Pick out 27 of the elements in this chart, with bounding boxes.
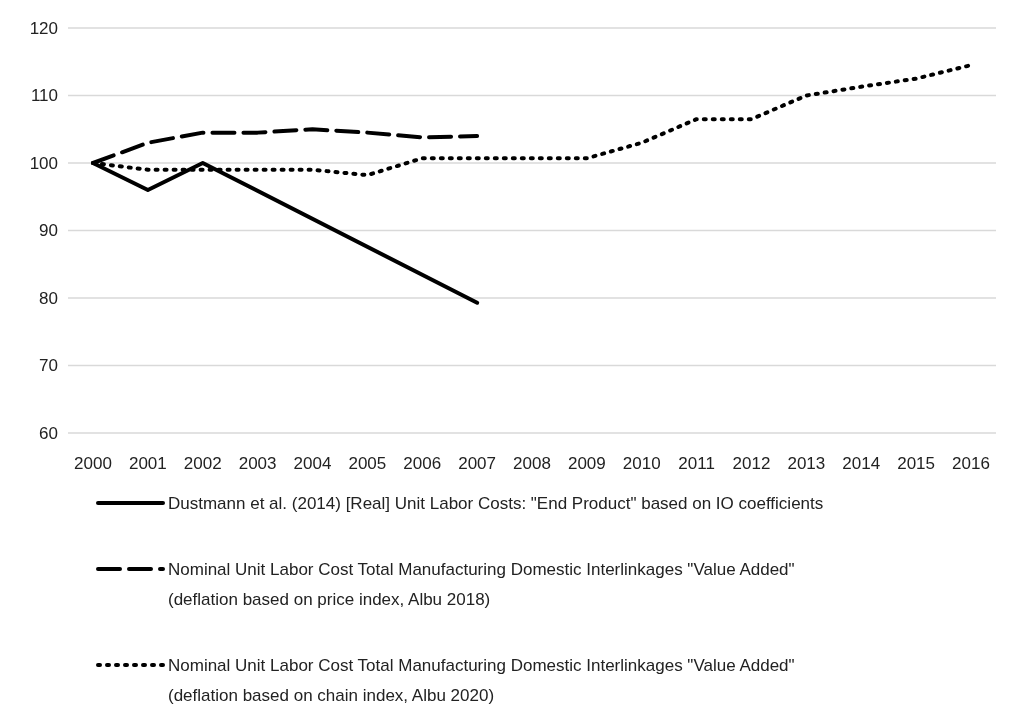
x-tick-label: 2003	[238, 454, 277, 473]
x-tick-label: 2010	[622, 454, 661, 473]
y-tick-label: 70	[39, 356, 58, 376]
x-tick-label: 2015	[897, 454, 936, 473]
x-tick-label: 2004	[293, 454, 332, 473]
y-tick-label: 110	[30, 86, 58, 106]
x-tick-label: 2009	[567, 454, 606, 473]
x-tick-label: 2011	[678, 454, 715, 473]
x-tick-label: 2000	[74, 454, 112, 473]
x-tick-label: 2008	[513, 454, 551, 473]
x-tick-label: 2013	[787, 454, 826, 473]
y-tick-label: 120	[29, 18, 58, 38]
x-tick-label: 2006	[403, 454, 442, 473]
x-tick-label: 2002	[183, 454, 222, 473]
legend-label: Nominal Unit Labor Cost Total Manufacturing Domestic Interlinkages "Value Added" (deflation based on price index, Albu 2018)	[168, 560, 795, 609]
x-tick-label: 2016	[952, 454, 990, 473]
y-tick-label: 60	[39, 423, 58, 443]
legend-label: Dustmann et al. (2014) [Real] Unit Labor Costs: "End Product" based on IO coefficients	[168, 494, 824, 513]
y-tick-label: 80	[39, 288, 58, 308]
x-tick-label: 2007	[458, 454, 497, 473]
x-tick-label: 2012	[732, 454, 771, 473]
x-tick-label: 2001	[128, 454, 167, 473]
legend-label: Nominal Unit Labor Cost Total Manufacturing Domestic Interlinkages "Value Added" (deflation based on chain index, Albu 2020)	[168, 656, 795, 705]
y-tick-label: 100	[29, 153, 58, 173]
y-tick-label: 90	[39, 221, 58, 241]
x-tick-label: 2005	[348, 454, 387, 473]
x-tick-label: 2014	[842, 454, 881, 473]
